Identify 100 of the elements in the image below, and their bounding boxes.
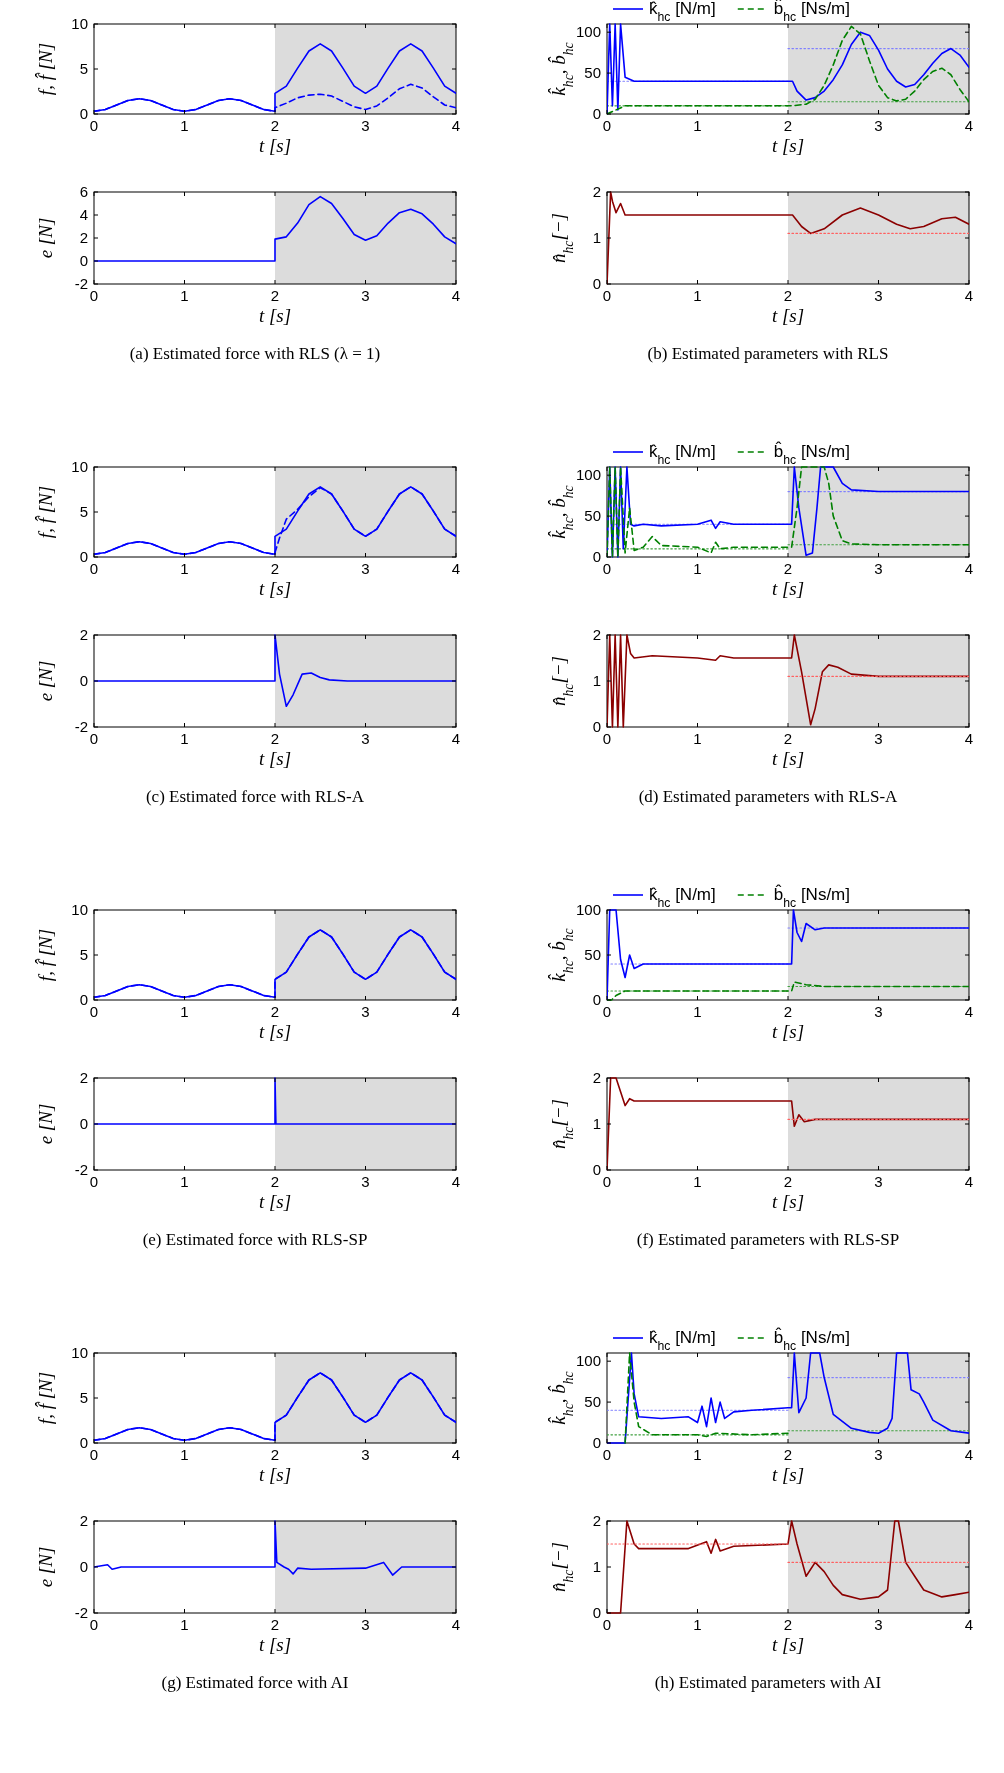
x-tick-label: 4: [451, 730, 461, 747]
text: (h) Estimated parameters with AI: [654, 1673, 882, 1692]
x-tick-label: 1: [180, 560, 189, 577]
legend-label: b̂$_{hc}$ [Ns/m]: [773, 441, 850, 467]
x-tick-label: 1: [693, 1616, 702, 1633]
x-tick-label: 3: [874, 1616, 883, 1633]
y-tick-label: 0: [592, 548, 601, 566]
y-tick-label: 0: [592, 275, 601, 293]
x-tick-label: 1: [180, 287, 189, 304]
x-tick-label: 1: [693, 560, 702, 577]
x-tick-label: 2: [270, 1003, 280, 1020]
y-tick-label: 2: [79, 1512, 88, 1530]
x-tick-label: 1: [693, 287, 702, 304]
y-tick-label: -2: [74, 718, 88, 736]
y-tick-label: 0: [592, 1604, 601, 1622]
y-tick-label: 0: [592, 1161, 601, 1179]
y-tick-label: 10: [71, 15, 88, 33]
x-tick-label: 3: [361, 1616, 370, 1633]
x-axis-title: t [s]: [771, 1464, 805, 1485]
y-tick-label: 0: [79, 1558, 88, 1576]
y-tick-label: 2: [79, 1069, 88, 1087]
x-tick-label: 2: [783, 730, 793, 747]
y-axis-title: f, f̂ [N]: [35, 42, 56, 96]
x-tick-label: 4: [964, 730, 974, 747]
x-tick-label: 4: [451, 1446, 461, 1463]
x-tick-label: 3: [361, 560, 370, 577]
y-axis-title: e [N]: [35, 660, 56, 702]
y-tick-label: 2: [592, 183, 601, 201]
x-tick-label: 1: [180, 1003, 189, 1020]
y-axis-title: f, f̂ [N]: [35, 1371, 56, 1425]
x-tick-label: 4: [451, 1173, 461, 1190]
x-axis-title: t [s]: [771, 1191, 805, 1212]
y-axis-title: e [N]: [35, 217, 56, 259]
y-axis-title: f, f̂ [N]: [35, 928, 56, 982]
y-tick-label: -2: [74, 275, 88, 293]
x-axis-title: t [s]: [771, 578, 805, 599]
x-tick-label: 1: [693, 1173, 702, 1190]
x-tick-label: 4: [964, 1173, 974, 1190]
y-tick-label: 100: [575, 23, 601, 41]
y-tick-label: 1: [592, 1558, 601, 1576]
x-tick-label: 4: [964, 287, 974, 304]
x-tick-label: 2: [270, 560, 280, 577]
y-tick-label: 4: [79, 206, 88, 224]
y-tick-label: 0: [79, 105, 88, 123]
x-tick-label: 4: [964, 560, 974, 577]
x-tick-label: 2: [783, 1446, 793, 1463]
y-tick-label: 1: [592, 229, 601, 247]
x-tick-label: 3: [361, 1003, 370, 1020]
y-tick-label: 0: [79, 1434, 88, 1452]
y-tick-label: 50: [584, 64, 601, 82]
x-tick-label: 3: [874, 1446, 883, 1463]
y-axis-title: e [N]: [35, 1546, 56, 1588]
y-tick-label: -2: [74, 1604, 88, 1622]
x-axis-title: t [s]: [771, 1634, 805, 1655]
x-tick-label: 2: [783, 117, 793, 134]
text: (f) Estimated parameters with RLS-SP: [636, 1230, 900, 1249]
text: (g) Estimated force with AI: [161, 1673, 349, 1692]
y-tick-label: 0: [79, 991, 88, 1009]
x-tick-label: 3: [874, 117, 883, 134]
x-tick-label: 1: [180, 117, 189, 134]
y-tick-label: 50: [584, 946, 601, 964]
y-tick-label: 100: [575, 1352, 601, 1370]
x-tick-label: 1: [180, 1173, 189, 1190]
x-tick-label: 4: [451, 287, 461, 304]
y-tick-label: 2: [592, 1512, 601, 1530]
x-axis-title: t [s]: [258, 1464, 292, 1485]
x-tick-label: 3: [361, 730, 370, 747]
x-tick-label: 3: [874, 1003, 883, 1020]
x-tick-label: 3: [361, 117, 370, 134]
x-tick-label: 2: [783, 287, 793, 304]
x-axis-title: t [s]: [258, 578, 292, 599]
x-axis-title: t [s]: [771, 135, 805, 156]
y-tick-label: 0: [79, 252, 88, 270]
x-tick-label: 4: [964, 1003, 974, 1020]
y-axis-title: f, f̂ [N]: [35, 485, 56, 539]
x-tick-label: 2: [783, 1173, 793, 1190]
x-tick-label: 2: [270, 730, 280, 747]
x-axis-title: t [s]: [258, 1021, 292, 1042]
y-axis-title: e [N]: [35, 1103, 56, 1145]
x-axis-title: t [s]: [258, 748, 292, 769]
x-axis-title: t [s]: [258, 1634, 292, 1655]
x-tick-label: 4: [964, 1446, 974, 1463]
y-tick-label: 0: [592, 718, 601, 736]
y-tick-label: 0: [79, 548, 88, 566]
x-tick-label: 2: [270, 1616, 280, 1633]
x-axis-title: t [s]: [258, 1191, 292, 1212]
x-tick-label: 3: [361, 287, 370, 304]
x-tick-label: 3: [874, 287, 883, 304]
y-tick-label: 100: [575, 901, 601, 919]
x-tick-label: 1: [180, 1446, 189, 1463]
x-tick-label: 2: [270, 1446, 280, 1463]
legend-label: k̂$_{hc}$ [N/m]: [649, 1328, 716, 1353]
x-tick-label: 3: [874, 730, 883, 747]
legend-label: k̂$_{hc}$ [N/m]: [649, 442, 716, 467]
y-tick-label: 0: [79, 672, 88, 690]
y-tick-label: 10: [71, 458, 88, 476]
y-tick-label: 0: [79, 1115, 88, 1133]
x-tick-label: 4: [964, 1616, 974, 1633]
y-tick-label: 0: [592, 105, 601, 123]
x-tick-label: 2: [783, 1003, 793, 1020]
